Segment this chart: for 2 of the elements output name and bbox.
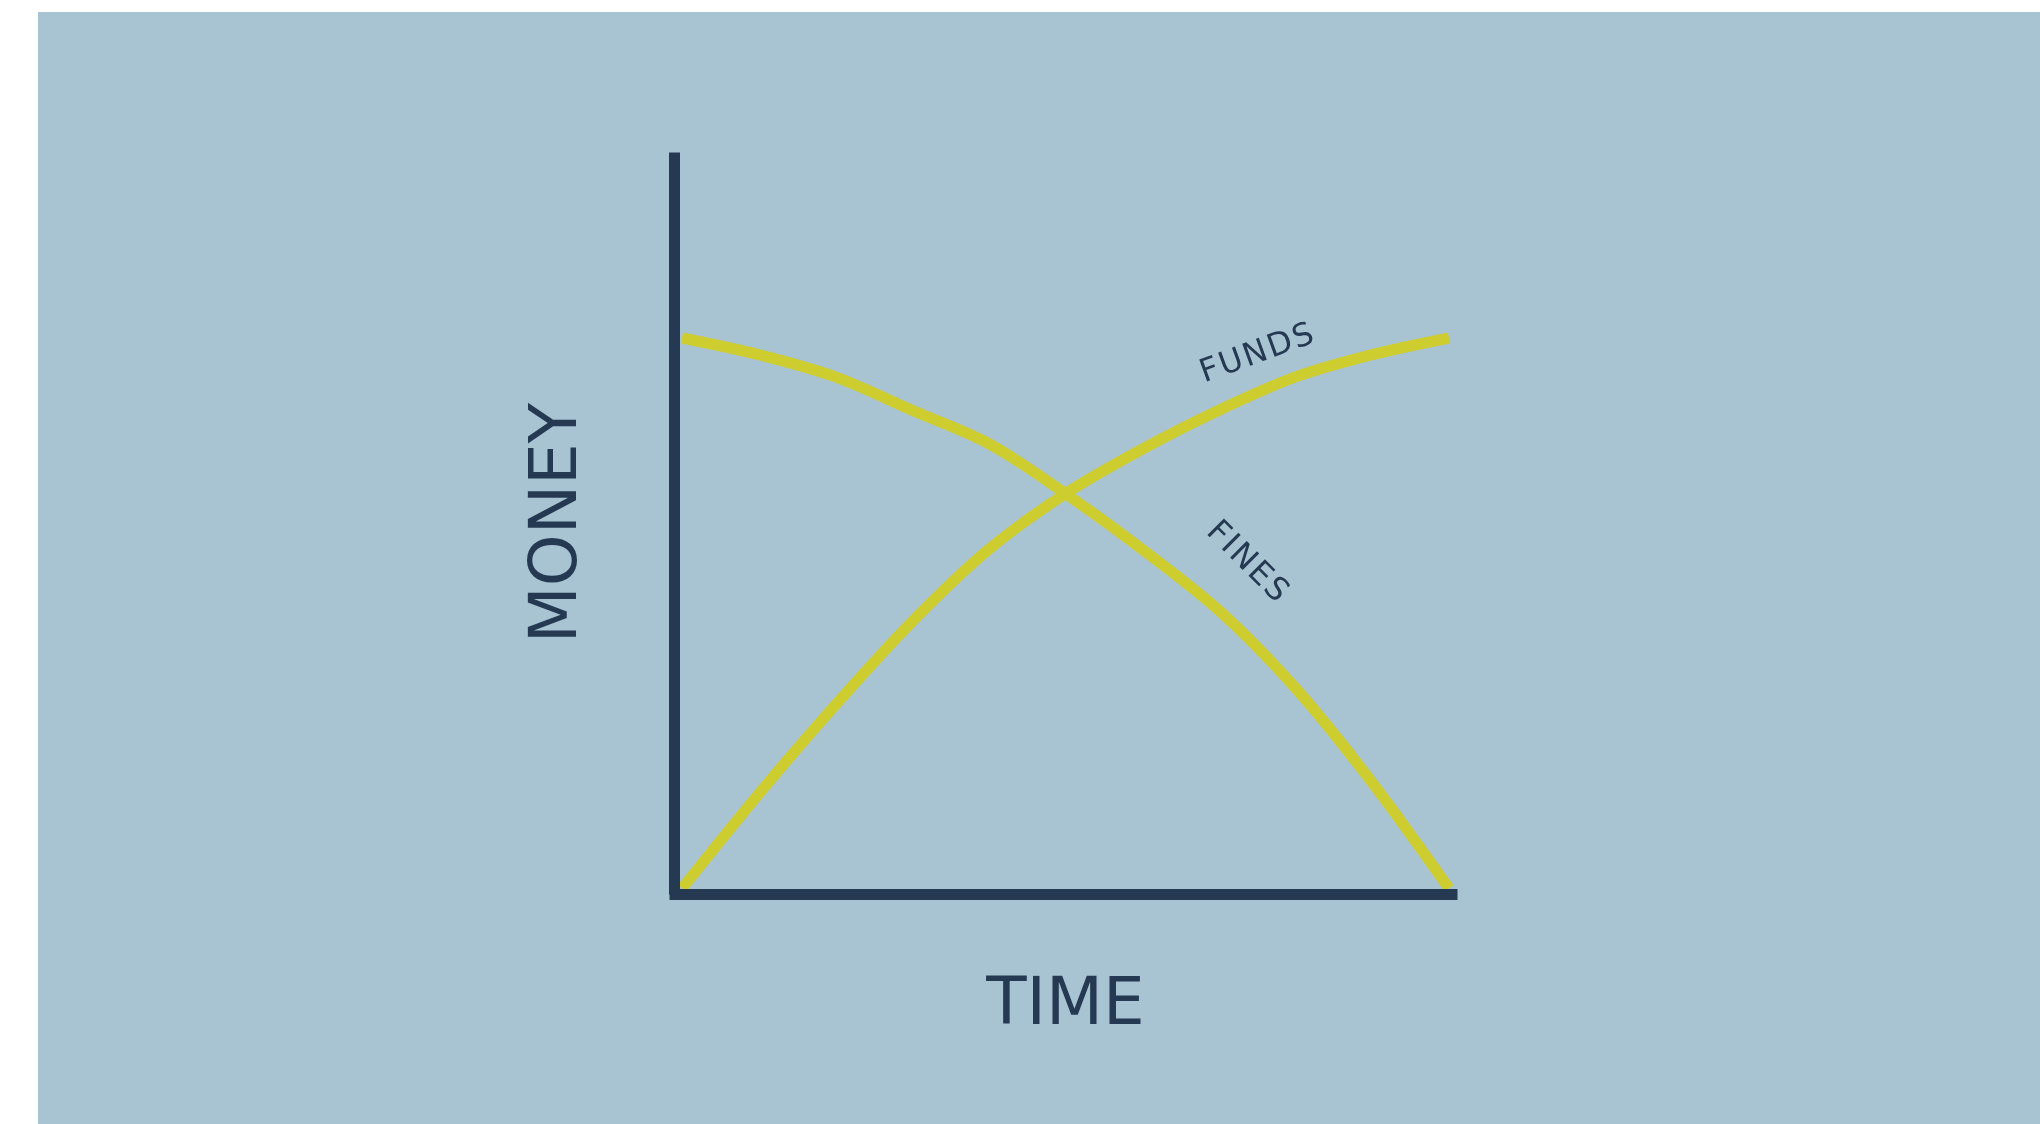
x-axis-title: TIME [985,963,1145,1040]
y-axis-title: MONEY [515,402,592,644]
